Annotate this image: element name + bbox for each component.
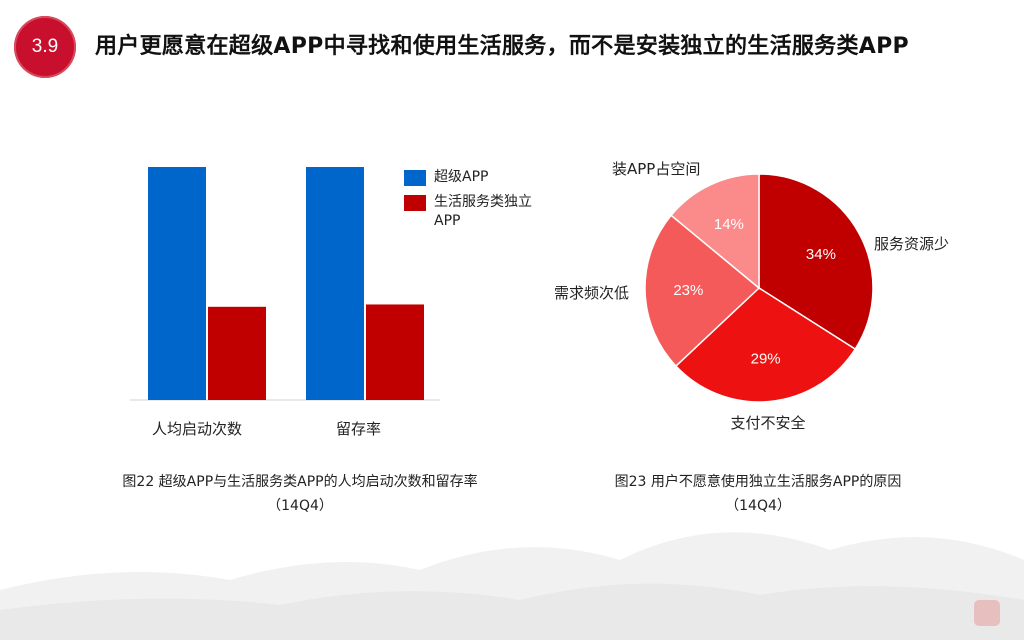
legend-label: 生活服务类独立APP — [434, 194, 532, 229]
pie-value-label: 14% — [714, 216, 744, 233]
pie-category-label: 装APP占空间 — [612, 160, 700, 178]
pie-category-label: 需求频次低 — [554, 284, 629, 302]
page-title: 用户更愿意在超级APP中寻找和使用生活服务，而不是安装独立的生活服务类APP — [95, 34, 909, 59]
bar-chart — [148, 167, 424, 400]
bar-standalone-app-1 — [366, 304, 424, 400]
pie-value-label: 23% — [673, 282, 703, 299]
pie-value-label: 34% — [806, 246, 836, 263]
pie-slice-1 — [674, 287, 857, 403]
bar-caption-line2: （14Q4） — [267, 498, 333, 514]
bar-chart-caption: 图22 超级APP与生活服务类APP的人均启动次数和留存率 （14Q4） — [50, 470, 550, 518]
pie-category-label: 支付不安全 — [730, 414, 805, 432]
legend-swatch-blue — [404, 170, 426, 186]
pie-category-label: 服务资源少 — [874, 235, 949, 253]
pie-chart-caption: 图23 用户不愿意使用独立生活服务APP的原因 （14Q4） — [558, 470, 958, 518]
category-label-retention: 留存率 — [336, 420, 382, 438]
bar-standalone-app-0 — [208, 306, 266, 400]
pie-slice-3 — [670, 173, 760, 290]
pie-value-label: 29% — [751, 350, 781, 367]
mountain-background — [0, 532, 1024, 640]
legend-label: 超级APP — [434, 169, 489, 185]
bar-chart-legend: 超级APP 生活服务类独立APP — [404, 168, 534, 237]
pie-chart: 34% 服务资源少 29% 支付不安全 23% 需求频次低 14% 装APP占空间 — [554, 160, 949, 432]
legend-item-standalone-app: 生活服务类独立APP — [404, 193, 534, 231]
bar-super-app-1 — [306, 167, 364, 400]
legend-item-super-app: 超级APP — [404, 168, 534, 187]
pie-slice-2 — [644, 214, 761, 368]
legend-swatch-red — [404, 195, 426, 211]
pie-caption-line2: （14Q4） — [725, 498, 791, 514]
seal-stamp-icon — [974, 600, 1000, 626]
category-label-starts: 人均启动次数 — [152, 420, 243, 438]
section-badge: 3.9 — [14, 16, 76, 78]
pie-caption-line1: 图23 用户不愿意使用独立生活服务APP的原因 — [614, 474, 902, 490]
bar-caption-line1: 图22 超级APP与生活服务类APP的人均启动次数和留存率 — [122, 474, 478, 490]
bar-super-app-0 — [148, 167, 206, 400]
